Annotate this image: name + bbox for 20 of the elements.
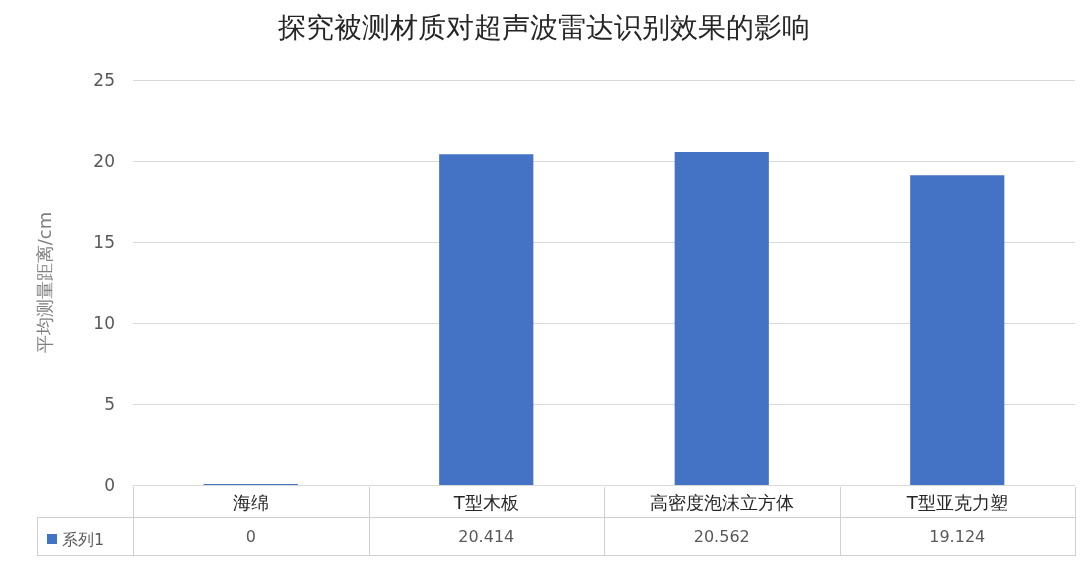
bar — [674, 151, 769, 485]
y-tick-label: 25 — [93, 70, 115, 90]
bar — [910, 175, 1005, 485]
x-tick-label: T型木板 — [452, 491, 519, 513]
data-label: 0 — [244, 525, 257, 548]
x-tick-label: 海绵 — [232, 491, 269, 513]
chart-title: 探究被测材质对超声波雷达识别效果的影响 — [278, 10, 810, 44]
data-label: 19.124 — [928, 525, 987, 548]
bar — [439, 154, 534, 485]
x-tick-label: 高密度泡沫立方体 — [649, 491, 794, 513]
y-axis-title: 平均测量距离/cm — [33, 211, 55, 354]
y-tick-label: 5 — [104, 394, 115, 414]
data-label: 20.414 — [457, 525, 516, 548]
y-tick-label: 15 — [93, 232, 115, 252]
y-tick-label: 0 — [104, 475, 115, 495]
x-tick-label: T型亚克力塑 — [905, 491, 1008, 513]
data-label: 20.562 — [692, 525, 751, 548]
y-tick-label: 20 — [93, 151, 115, 171]
y-tick-label: 10 — [93, 313, 115, 333]
legend-label: 系列1 — [62, 529, 105, 549]
